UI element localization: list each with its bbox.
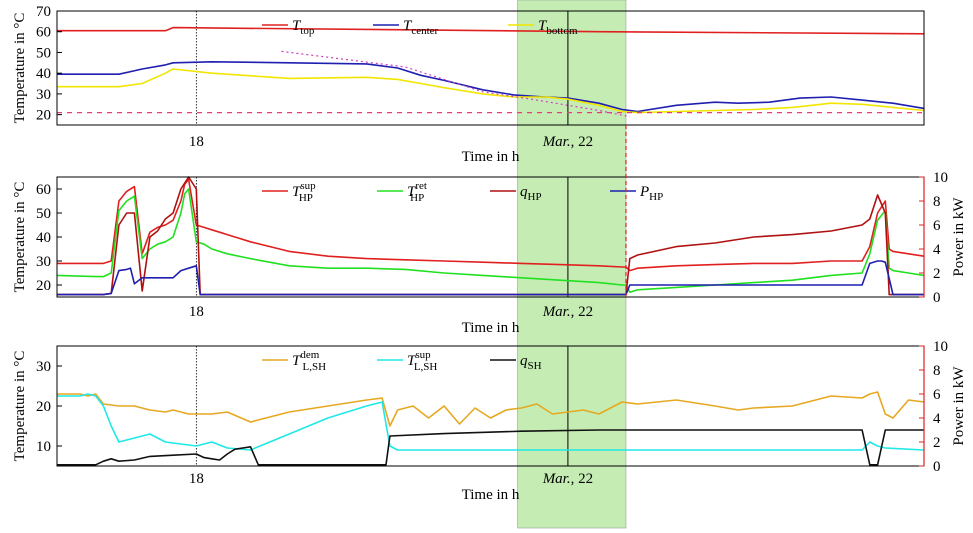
series-T_L_SH_sup [57, 393, 925, 451]
y2-tick-label: 4 [933, 242, 941, 258]
y-tick-label: 10 [36, 439, 51, 455]
y-tick-label: 50 [36, 45, 51, 61]
x-axis-label: Time in h [462, 320, 520, 336]
y-tick-label: 30 [36, 87, 51, 103]
y-axis-label: Temperature in °C [12, 182, 28, 293]
legend-label: Tret HP [407, 180, 427, 204]
x-tick-label: Mar., 22 [542, 134, 593, 150]
legend-label: Tdem L,SH [292, 349, 326, 373]
series-P_HP [57, 260, 924, 296]
y-tick-label: 70 [36, 4, 51, 20]
legend-label: Tsup HP [292, 180, 316, 204]
legend-label: Tsup L,SH [407, 349, 437, 373]
series-q_HP [57, 176, 924, 296]
y-tick-label: 40 [36, 66, 51, 82]
y2-tick-label: 4 [933, 411, 941, 427]
y2-tick-label: 2 [933, 266, 941, 282]
x-tick-label: Mar., 22 [542, 304, 593, 320]
x-tick-label: Mar., 22 [542, 471, 593, 487]
series-T_top [57, 26, 925, 35]
y-tick-label: 20 [36, 108, 51, 124]
y-tick-label: 40 [36, 230, 51, 246]
y-tick-label: 50 [36, 206, 51, 222]
series-T_HP_sup [57, 178, 925, 272]
y-axis-label: Temperature in °C [12, 13, 28, 124]
y-tick-label: 30 [36, 359, 51, 375]
x-tick-label: 18 [189, 471, 204, 487]
y2-axis-label: Power in kW [951, 197, 967, 277]
y-axis-label: Temperature in °C [12, 351, 28, 462]
y2-tick-label: 10 [933, 339, 948, 355]
y-tick-label: 60 [36, 182, 51, 198]
y2-tick-label: 8 [933, 363, 941, 379]
y2-tick-label: 6 [933, 218, 941, 234]
x-axis-label: Time in h [462, 149, 520, 165]
y-tick-label: 30 [36, 254, 51, 270]
legend-label: qSH [520, 353, 542, 372]
legend-label: qHP [520, 184, 542, 203]
legend-label: Tbottom [538, 18, 578, 37]
panel-1: 20 30 40 50 60 70 18 Mar., 22 Time in h Temperatu… [12, 4, 925, 165]
legend-label: Tcenter [403, 18, 439, 37]
y2-tick-label: 8 [933, 194, 941, 210]
series-q_SH [57, 429, 924, 466]
y2-tick-label: 0 [933, 459, 941, 475]
y-tick-label: 60 [36, 25, 51, 41]
y2-tick-label: 10 [933, 170, 948, 186]
x-axis-label: Time in h [462, 487, 520, 503]
plot-frame [56, 176, 925, 298]
legend-label: PHP [639, 184, 663, 203]
x-tick-label: 18 [189, 134, 204, 150]
series-T_HP_ret [56, 188, 925, 294]
y-tick-label: 20 [36, 399, 51, 415]
x-tick-label: 18 [189, 304, 204, 320]
y2-tick-label: 0 [933, 290, 941, 306]
y2-tick-label: 6 [933, 387, 941, 403]
series-T_center [57, 60, 925, 113]
series-T_L_SH_dem [57, 391, 925, 427]
y2-tick-label: 2 [933, 435, 941, 451]
legend-label: Ttop [292, 18, 315, 37]
y2-axis-label: Power in kW [951, 366, 967, 446]
series-T_bottom [57, 68, 925, 114]
plot-frame [56, 10, 925, 126]
y-tick-label: 20 [36, 278, 51, 294]
